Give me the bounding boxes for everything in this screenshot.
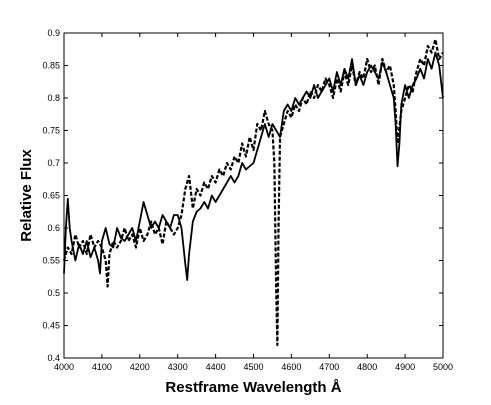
y-axis-label: Relative Flux — [18, 149, 35, 242]
y-tick-label: 0.55 — [42, 256, 60, 266]
x-tick-label: 4600 — [281, 362, 301, 372]
x-tick-label: 4300 — [168, 362, 188, 372]
y-tick-label: 0.9 — [47, 28, 60, 38]
series-line-dashed — [62, 38, 444, 347]
x-axis-label: Restframe Wavelength Å — [165, 379, 341, 396]
y-tick-label: 0.5 — [47, 288, 60, 298]
y-tick-label: 0.45 — [42, 321, 60, 331]
ticks-layer: 4000 4100 4200 4300 4400 4500 4600 4700 4800 4900… — [42, 28, 453, 372]
y-tick-label: 0.6 — [47, 223, 60, 233]
y-tick-label: 0.75 — [42, 126, 60, 136]
y-tick-label: 0.85 — [42, 61, 60, 71]
x-tick-label: 4400 — [206, 362, 226, 372]
y-tick-label: 0.7 — [47, 158, 60, 168]
x-tick-label: 4800 — [357, 362, 377, 372]
y-tick-label: 0.65 — [42, 191, 60, 201]
x-tick-label: 4500 — [243, 362, 263, 372]
x-tick-label: 4000 — [54, 362, 74, 372]
series-layer — [62, 38, 444, 347]
y-tick-label: 0.4 — [47, 353, 60, 363]
x-tick-label: 4200 — [130, 362, 150, 372]
plot-frame — [63, 32, 444, 359]
x-tick-label: 5000 — [433, 362, 453, 372]
x-tick-label: 4700 — [319, 362, 339, 372]
y-tick-label: 0.8 — [47, 93, 60, 103]
series-line-solid — [63, 51, 444, 281]
x-tick-label: 4900 — [395, 362, 415, 372]
x-tick-label: 4100 — [92, 362, 112, 372]
